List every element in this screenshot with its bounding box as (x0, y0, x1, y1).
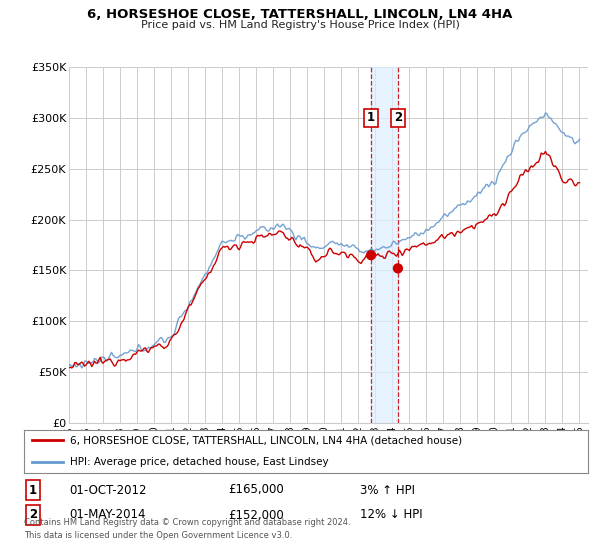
Text: 01-OCT-2012: 01-OCT-2012 (69, 483, 146, 497)
Text: 6, HORSESHOE CLOSE, TATTERSHALL, LINCOLN, LN4 4HA (detached house): 6, HORSESHOE CLOSE, TATTERSHALL, LINCOLN… (70, 436, 463, 445)
Text: Price paid vs. HM Land Registry's House Price Index (HPI): Price paid vs. HM Land Registry's House … (140, 20, 460, 30)
Text: 2: 2 (394, 111, 402, 124)
Point (366, 251, 376, 260)
Text: 12% ↓ HPI: 12% ↓ HPI (360, 508, 422, 521)
Text: 3% ↑ HPI: 3% ↑ HPI (360, 483, 415, 497)
Point (393, 264, 403, 273)
Text: Contains HM Land Registry data © Crown copyright and database right 2024.: Contains HM Land Registry data © Crown c… (24, 518, 350, 527)
Text: £165,000: £165,000 (228, 483, 284, 497)
Text: 1: 1 (29, 483, 37, 497)
Bar (371, 67, 398, 423)
Text: 01-MAY-2014: 01-MAY-2014 (69, 508, 146, 521)
Text: £152,000: £152,000 (228, 508, 284, 521)
Text: This data is licensed under the Open Government Licence v3.0.: This data is licensed under the Open Gov… (24, 531, 292, 540)
Text: 6, HORSESHOE CLOSE, TATTERSHALL, LINCOLN, LN4 4HA: 6, HORSESHOE CLOSE, TATTERSHALL, LINCOLN… (88, 8, 512, 21)
Text: HPI: Average price, detached house, East Lindsey: HPI: Average price, detached house, East… (70, 458, 329, 467)
Text: 1: 1 (367, 111, 375, 124)
Text: 2: 2 (29, 508, 37, 521)
